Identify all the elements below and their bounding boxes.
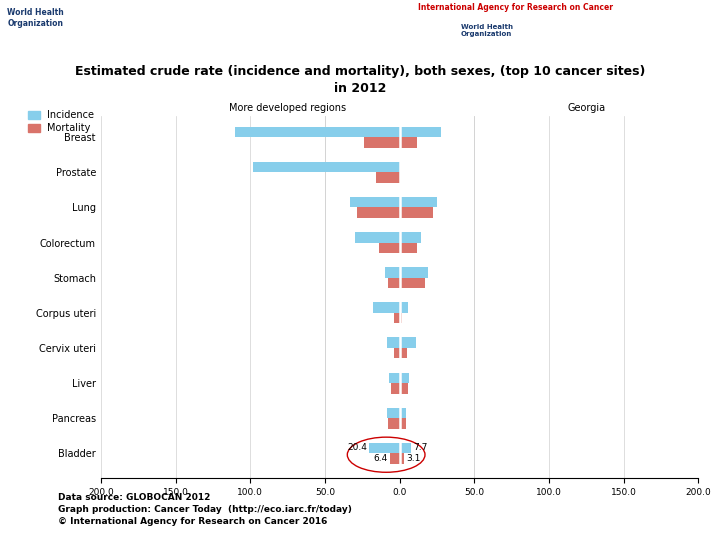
- Bar: [391, 383, 400, 394]
- Bar: [355, 232, 400, 242]
- Text: International Agency for Research on Cancer: International Agency for Research on Can…: [418, 3, 613, 12]
- Bar: [400, 373, 409, 383]
- Bar: [400, 408, 406, 418]
- Text: 3.1: 3.1: [407, 455, 421, 463]
- Bar: [389, 373, 400, 383]
- Bar: [400, 267, 428, 278]
- Bar: [400, 338, 416, 348]
- Text: 7.7: 7.7: [413, 443, 428, 452]
- Bar: [400, 383, 408, 394]
- Bar: [400, 242, 417, 253]
- Text: Georgia: Georgia: [567, 103, 606, 112]
- Bar: [379, 242, 400, 253]
- Bar: [388, 418, 400, 429]
- Bar: [373, 302, 400, 313]
- Text: Data source: GLOBOCAN 2012: Data source: GLOBOCAN 2012: [58, 492, 210, 502]
- Bar: [400, 443, 411, 453]
- Bar: [253, 162, 400, 172]
- Text: World Health
Organization: World Health Organization: [461, 24, 513, 37]
- Bar: [387, 408, 400, 418]
- Bar: [235, 127, 400, 137]
- Bar: [364, 137, 400, 148]
- Bar: [400, 313, 402, 323]
- Bar: [400, 197, 437, 207]
- Text: © International Agency for Research on Cancer 2016: © International Agency for Research on C…: [58, 517, 327, 526]
- Text: World Health
Organization: World Health Organization: [7, 8, 64, 28]
- Bar: [377, 172, 400, 183]
- Bar: [400, 302, 408, 313]
- Bar: [400, 232, 420, 242]
- Legend: Incidence, Mortality: Incidence, Mortality: [28, 110, 94, 133]
- Bar: [357, 207, 400, 218]
- Text: in 2012: in 2012: [334, 82, 386, 94]
- Text: More developed regions: More developed regions: [229, 103, 346, 112]
- Bar: [387, 338, 400, 348]
- Bar: [400, 137, 417, 148]
- Text: Graph production: Cancer Today  (http://eco.iarc.fr/today): Graph production: Cancer Today (http://e…: [58, 505, 351, 514]
- Bar: [369, 443, 400, 453]
- Bar: [351, 197, 400, 207]
- Bar: [400, 278, 425, 288]
- Text: 6.4: 6.4: [374, 455, 388, 463]
- Bar: [394, 348, 400, 359]
- Bar: [400, 162, 401, 172]
- Bar: [400, 348, 407, 359]
- Bar: [385, 267, 400, 278]
- Bar: [395, 313, 400, 323]
- Bar: [387, 278, 400, 288]
- Bar: [400, 127, 441, 137]
- Bar: [390, 453, 400, 464]
- Text: 20.4: 20.4: [347, 443, 367, 452]
- Bar: [400, 207, 433, 218]
- Text: Estimated crude rate (incidence and mortality), both sexes, (top 10 cancer sites: Estimated crude rate (incidence and mort…: [75, 65, 645, 78]
- Bar: [400, 418, 405, 429]
- Bar: [400, 453, 404, 464]
